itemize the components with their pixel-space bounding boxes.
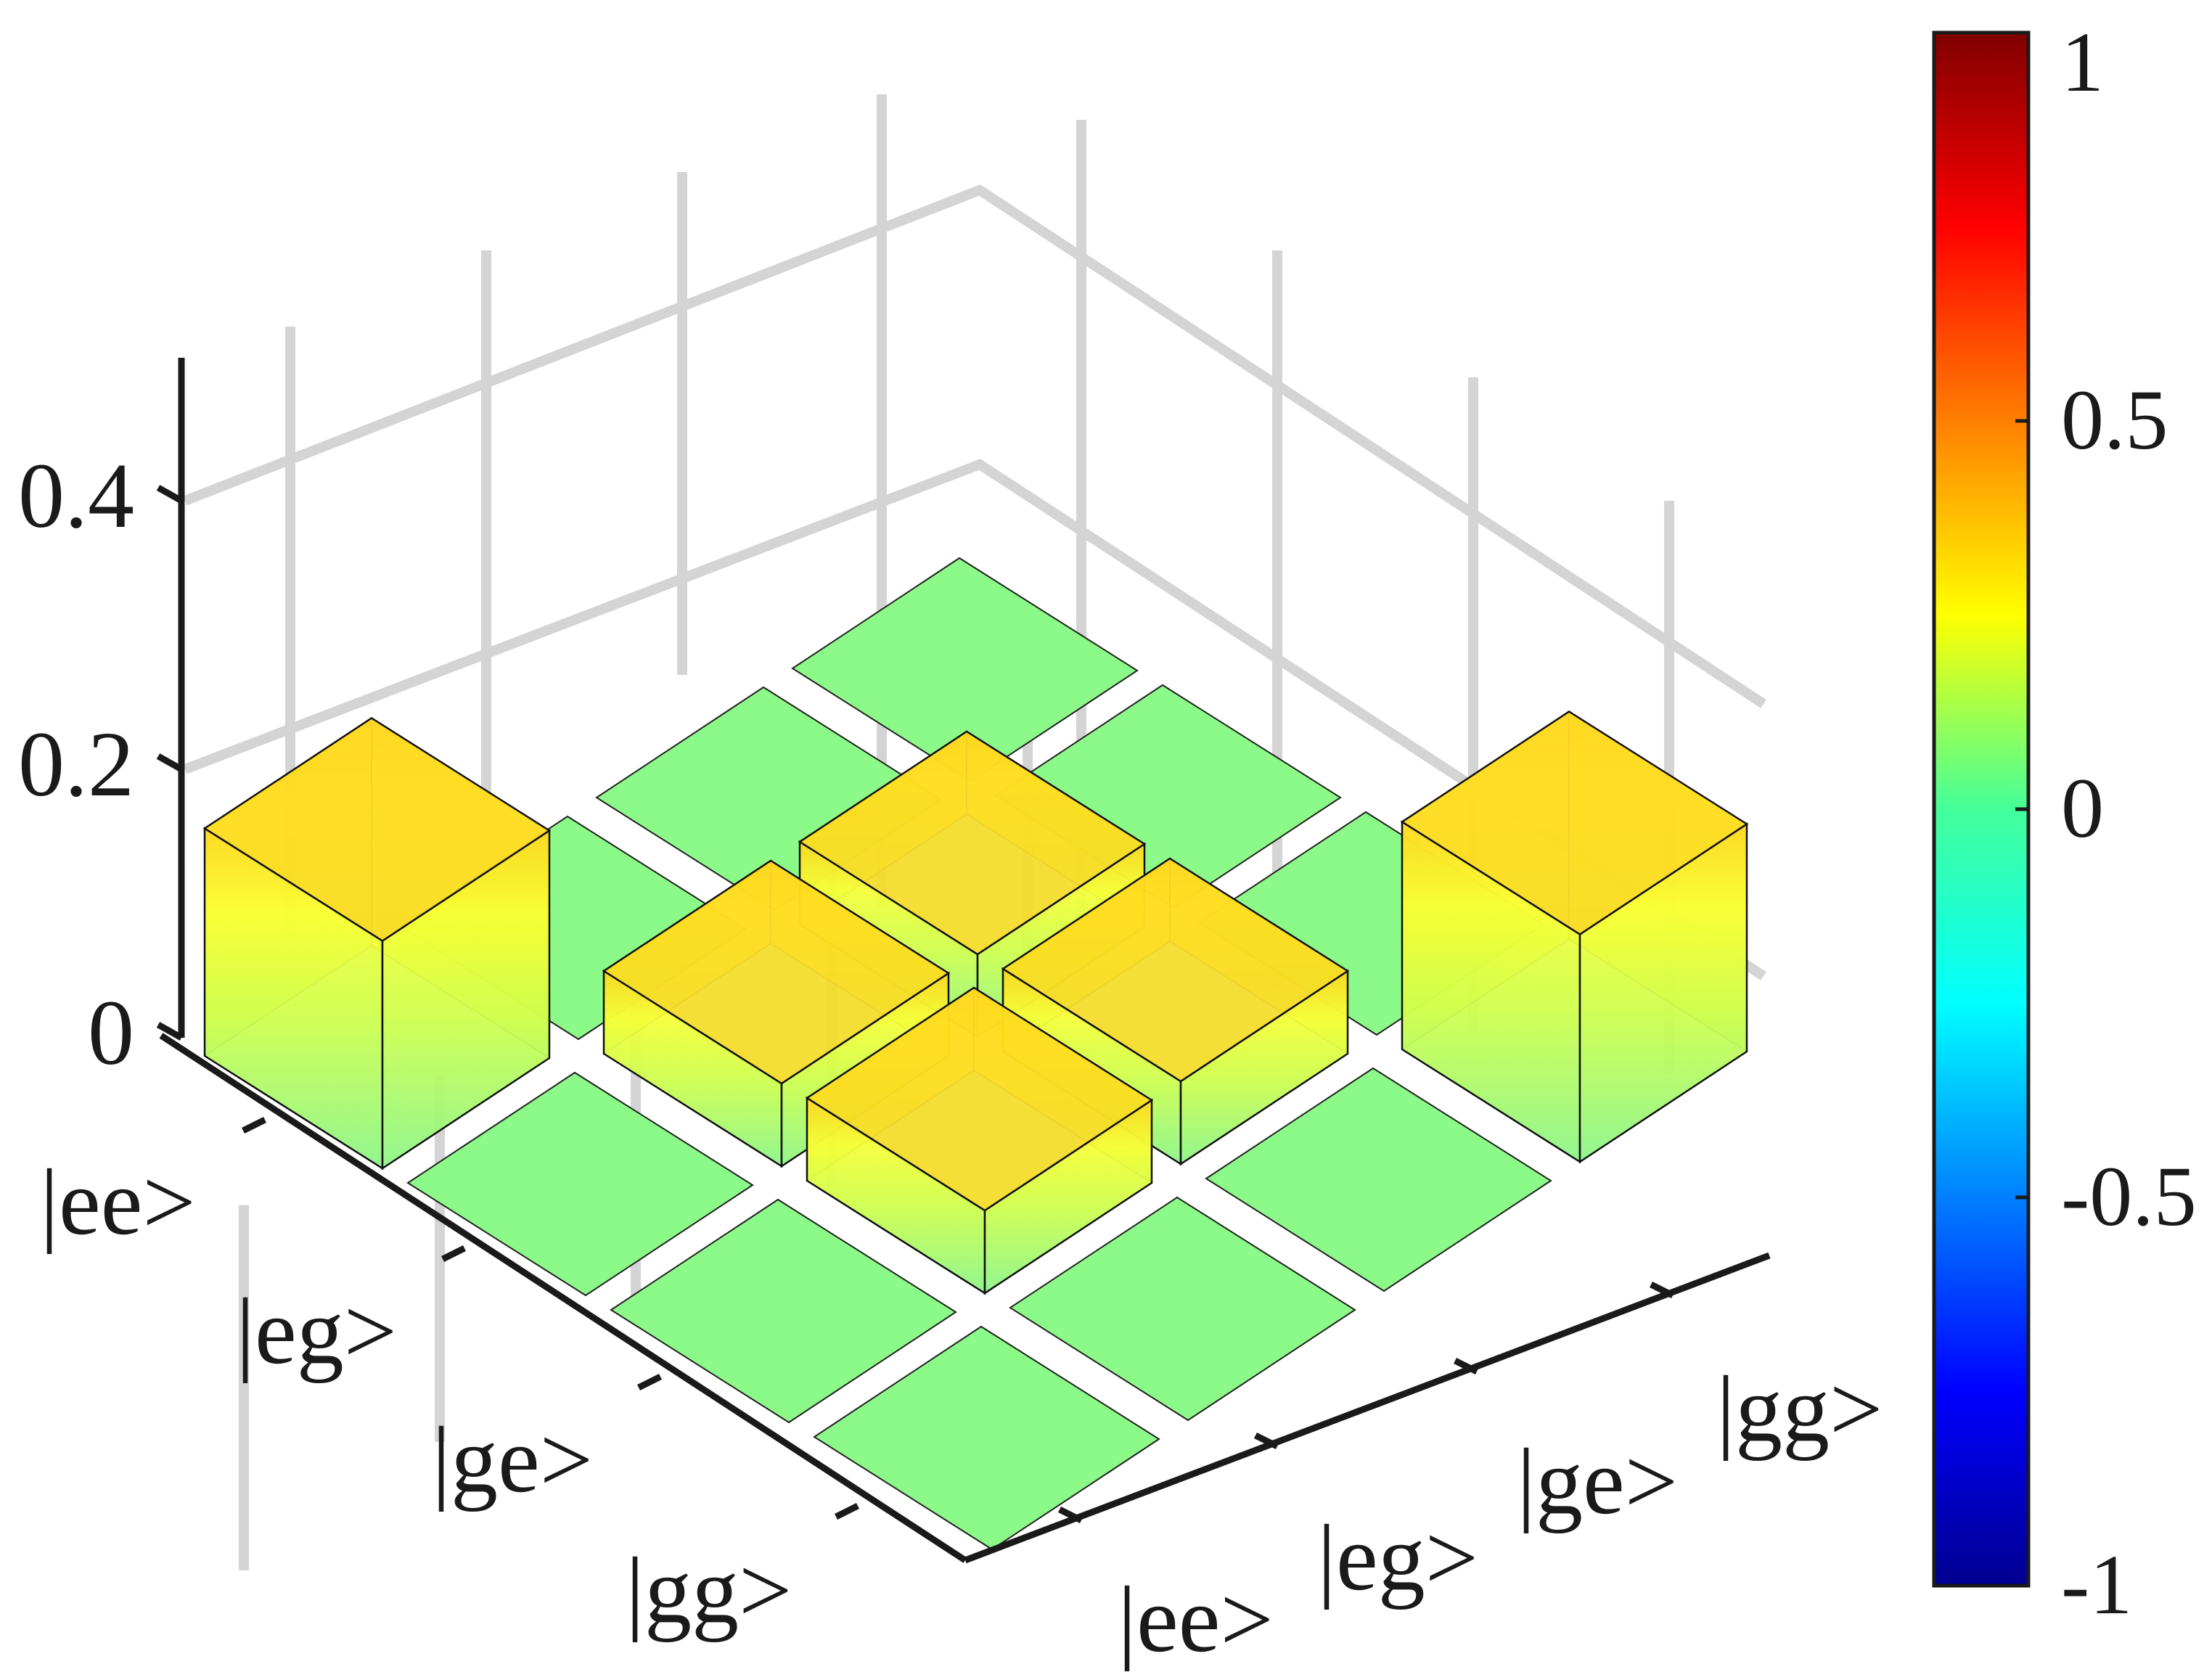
bar-1-0	[406, 1071, 754, 1297]
colorbar-tick-label: 1	[2061, 15, 2104, 110]
z-tick	[156, 485, 184, 504]
row-tick-label: |eg>	[236, 1279, 397, 1384]
row-tick-label: |ee>	[40, 1150, 196, 1255]
z-tick	[156, 753, 184, 772]
bar-3-0	[813, 1325, 1160, 1551]
col-tick-label: |ge>	[1517, 1430, 1678, 1534]
col-tick-label: |ee>	[1118, 1568, 1274, 1672]
bar-floor-tile	[1205, 1067, 1552, 1292]
row-tick	[834, 1502, 860, 1520]
bars-group	[202, 557, 1749, 1551]
col-tick	[1253, 1432, 1279, 1450]
row-tick-label: |gg>	[626, 1538, 792, 1643]
bar-3-3	[1400, 710, 1749, 1164]
z-tick	[156, 1022, 184, 1041]
bar-top-face	[1400, 710, 1749, 935]
bar-top-face	[805, 986, 1154, 1212]
bar-top-face	[202, 717, 552, 942]
grid-line-0.4	[183, 184, 1766, 708]
bar-0-0	[202, 717, 552, 1171]
col-tick	[1453, 1357, 1479, 1375]
bar-top-face	[798, 730, 1147, 956]
z-tick-label: 0.2	[18, 713, 134, 816]
colorbar-tick-label: 0	[2061, 761, 2104, 856]
bar-floor-tile	[406, 1071, 754, 1297]
bar-floor-tile	[610, 1198, 957, 1424]
colorbar-gradient	[1932, 30, 2031, 1588]
colorbar: 1 0.5 0 -0.5 -1	[1932, 15, 2197, 1632]
colorbar-tick-label: 0.5	[2061, 372, 2168, 467]
bar-top-face	[1001, 857, 1350, 1083]
row-tick	[241, 1116, 267, 1134]
col-tick-label: |gg>	[1716, 1357, 1883, 1462]
bar-3-2	[1205, 1067, 1552, 1292]
z-tick-label: 0.4	[18, 444, 134, 547]
bar-2-1	[805, 986, 1154, 1295]
bar-2-2	[1001, 857, 1350, 1166]
bar-2-0	[610, 1198, 957, 1424]
col-axis	[964, 1252, 1771, 1564]
axes-group: 0 0.2 0.4 |ee> |eg> |ge> |gg> |ee> |eg> |ge> |gg>	[18, 358, 1883, 1672]
bar-3-1	[1009, 1196, 1356, 1422]
col-tick	[1057, 1506, 1084, 1524]
z-tick-label: 0	[88, 981, 134, 1084]
col-tick	[1649, 1281, 1675, 1299]
row-tick-label: |ge>	[432, 1408, 593, 1512]
bar-0-3	[791, 557, 1139, 782]
row-tick	[636, 1373, 663, 1391]
bar-floor-tile	[791, 557, 1139, 782]
bar-floor-tile	[813, 1325, 1160, 1551]
row-tick	[441, 1245, 467, 1263]
col-tick-label: |eg>	[1317, 1506, 1478, 1610]
colorbar-tick-label: -0.5	[2061, 1149, 2197, 1244]
bar-floor-tile	[1009, 1196, 1356, 1422]
colorbar-tick-label: -1	[2061, 1537, 2132, 1632]
row-axis	[159, 1033, 967, 1563]
bar-top-face	[602, 859, 951, 1085]
